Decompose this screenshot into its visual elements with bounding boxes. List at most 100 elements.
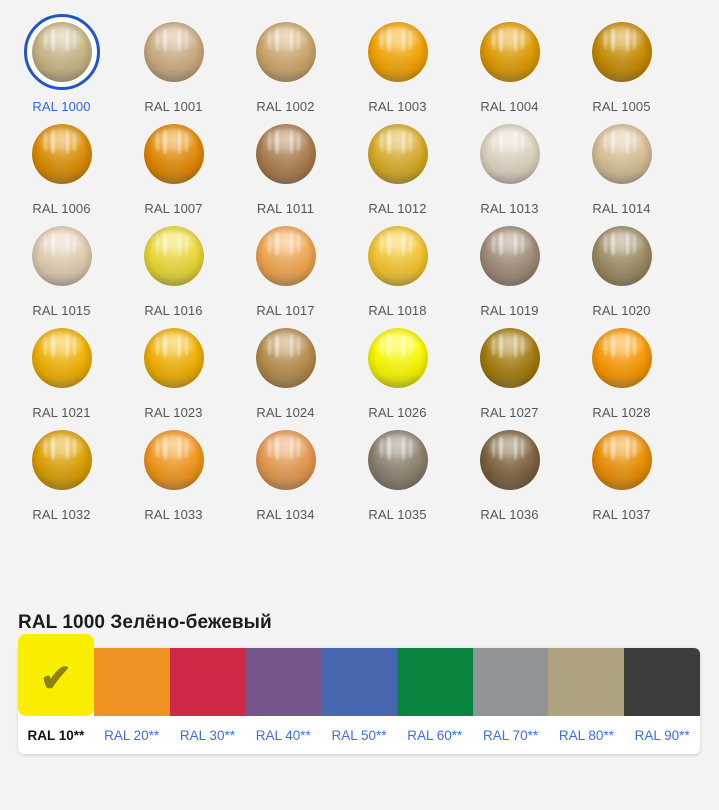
group-tab-ral-40[interactable] xyxy=(245,648,322,716)
color-sphere[interactable] xyxy=(479,430,540,490)
group-tab-label[interactable]: RAL 90** xyxy=(634,727,690,743)
swatch-label[interactable]: RAL 1003 xyxy=(368,99,427,114)
group-tab-label[interactable]: RAL 80** xyxy=(558,727,614,743)
group-tab-ral-80[interactable] xyxy=(548,648,625,716)
swatch-item-ral-1023[interactable]: RAL 1023 xyxy=(123,320,224,422)
swatch-label[interactable]: RAL 1024 xyxy=(256,405,315,420)
color-sphere[interactable] xyxy=(255,430,316,490)
swatch-label[interactable]: RAL 1021 xyxy=(32,405,91,420)
swatch-item-ral-1036[interactable]: RAL 1036 xyxy=(459,422,560,524)
swatch-item-ral-1024[interactable]: RAL 1024 xyxy=(235,320,336,422)
group-tab-label[interactable]: RAL 30** xyxy=(179,727,235,743)
swatch-item-ral-1004[interactable]: RAL 1004 xyxy=(459,14,560,116)
color-sphere[interactable] xyxy=(367,430,428,490)
swatch-label[interactable]: RAL 1014 xyxy=(592,201,651,216)
swatch-label[interactable]: RAL 1027 xyxy=(480,405,539,420)
group-tab-label[interactable]: RAL 20** xyxy=(104,727,160,743)
swatch-item-ral-1012[interactable]: RAL 1012 xyxy=(347,116,448,218)
color-sphere[interactable] xyxy=(31,226,92,286)
group-tab-ral-30[interactable] xyxy=(169,648,246,716)
color-sphere[interactable] xyxy=(591,328,652,388)
color-sphere[interactable] xyxy=(31,124,92,184)
color-sphere[interactable] xyxy=(143,328,204,388)
swatch-item-ral-1015[interactable]: RAL 1015 xyxy=(11,218,112,320)
swatch-item-ral-1033[interactable]: RAL 1033 xyxy=(123,422,224,524)
color-sphere[interactable] xyxy=(591,430,652,490)
swatch-label[interactable]: RAL 1000 xyxy=(32,99,91,114)
swatch-item-ral-1026[interactable]: RAL 1026 xyxy=(347,320,448,422)
swatch-label[interactable]: RAL 1002 xyxy=(256,99,315,114)
color-sphere[interactable] xyxy=(591,124,652,184)
swatch-item-ral-1000[interactable]: RAL 1000 xyxy=(11,14,112,116)
swatch-label[interactable]: RAL 1015 xyxy=(32,303,91,318)
swatch-label[interactable]: RAL 1036 xyxy=(480,507,539,522)
swatch-item-ral-1002[interactable]: RAL 1002 xyxy=(235,14,336,116)
swatch-item-ral-1007[interactable]: RAL 1007 xyxy=(123,116,224,218)
swatch-item-ral-1001[interactable]: RAL 1001 xyxy=(123,14,224,116)
swatch-label[interactable]: RAL 1035 xyxy=(368,507,427,522)
swatch-item-ral-1005[interactable]: RAL 1005 xyxy=(571,14,672,116)
swatch-item-ral-1013[interactable]: RAL 1013 xyxy=(459,116,560,218)
swatch-item-ral-1003[interactable]: RAL 1003 xyxy=(347,14,448,116)
swatch-item-ral-1032[interactable]: RAL 1032 xyxy=(11,422,112,524)
swatch-item-ral-1019[interactable]: RAL 1019 xyxy=(459,218,560,320)
swatch-label[interactable]: RAL 1017 xyxy=(256,303,315,318)
swatch-label[interactable]: RAL 1028 xyxy=(592,405,651,420)
swatch-item-ral-1037[interactable]: RAL 1037 xyxy=(571,422,672,524)
swatch-item-ral-1006[interactable]: RAL 1006 xyxy=(11,116,112,218)
swatch-label[interactable]: RAL 1013 xyxy=(480,201,539,216)
color-sphere[interactable] xyxy=(479,328,540,388)
swatch-item-ral-1020[interactable]: RAL 1020 xyxy=(571,218,672,320)
swatch-label[interactable]: RAL 1011 xyxy=(256,201,315,216)
swatch-label[interactable]: RAL 1019 xyxy=(480,303,539,318)
swatch-label[interactable]: RAL 1033 xyxy=(144,507,203,522)
color-sphere[interactable] xyxy=(367,124,428,184)
swatch-label[interactable]: RAL 1037 xyxy=(592,507,651,522)
group-tab-ral-10[interactable]: ✔ xyxy=(18,634,94,716)
swatch-item-ral-1014[interactable]: RAL 1014 xyxy=(571,116,672,218)
color-sphere[interactable] xyxy=(143,430,204,490)
swatch-item-ral-1016[interactable]: RAL 1016 xyxy=(123,218,224,320)
group-tab-label[interactable]: RAL 40** xyxy=(255,727,311,743)
color-sphere[interactable] xyxy=(31,328,92,388)
swatch-label[interactable]: RAL 1020 xyxy=(592,303,651,318)
group-tab-ral-90[interactable] xyxy=(624,648,701,716)
swatch-item-ral-1021[interactable]: RAL 1021 xyxy=(11,320,112,422)
color-sphere[interactable] xyxy=(255,226,316,286)
swatch-label[interactable]: RAL 1016 xyxy=(144,303,203,318)
swatch-item-ral-1035[interactable]: RAL 1035 xyxy=(347,422,448,524)
group-tab-label[interactable]: RAL 50** xyxy=(331,727,387,743)
swatch-label[interactable]: RAL 1007 xyxy=(144,201,203,216)
swatch-label[interactable]: RAL 1026 xyxy=(368,405,427,420)
group-tab-ral-60[interactable] xyxy=(396,648,473,716)
group-tab-ral-20[interactable] xyxy=(93,648,170,716)
group-tab-ral-50[interactable] xyxy=(321,648,397,716)
swatch-item-ral-1018[interactable]: RAL 1018 xyxy=(347,218,448,320)
swatch-label[interactable]: RAL 1018 xyxy=(368,303,427,318)
swatch-label[interactable]: RAL 1023 xyxy=(144,405,203,420)
color-sphere[interactable] xyxy=(479,226,540,286)
color-sphere[interactable] xyxy=(143,124,204,184)
color-sphere[interactable] xyxy=(367,22,428,82)
color-sphere[interactable] xyxy=(31,22,92,82)
swatch-item-ral-1028[interactable]: RAL 1028 xyxy=(571,320,672,422)
swatch-label[interactable]: RAL 1001 xyxy=(144,99,203,114)
swatch-item-ral-1027[interactable]: RAL 1027 xyxy=(459,320,560,422)
color-sphere[interactable] xyxy=(255,22,316,82)
group-tab-label[interactable]: RAL 70** xyxy=(483,727,539,743)
color-sphere[interactable] xyxy=(591,226,652,286)
color-sphere[interactable] xyxy=(367,226,428,286)
swatch-label[interactable]: RAL 1006 xyxy=(32,201,91,216)
color-sphere[interactable] xyxy=(255,328,316,388)
color-sphere[interactable] xyxy=(479,124,540,184)
color-sphere[interactable] xyxy=(591,22,652,82)
swatch-label[interactable]: RAL 1005 xyxy=(592,99,651,114)
swatch-item-ral-1034[interactable]: RAL 1034 xyxy=(235,422,336,524)
color-sphere[interactable] xyxy=(367,328,428,388)
group-tab-ral-70[interactable] xyxy=(472,648,549,716)
swatch-label[interactable]: RAL 1004 xyxy=(480,99,539,114)
color-sphere[interactable] xyxy=(31,430,92,490)
swatch-item-ral-1011[interactable]: RAL 1011 xyxy=(235,116,336,218)
swatch-label[interactable]: RAL 1032 xyxy=(32,507,91,522)
color-sphere[interactable] xyxy=(255,124,316,184)
